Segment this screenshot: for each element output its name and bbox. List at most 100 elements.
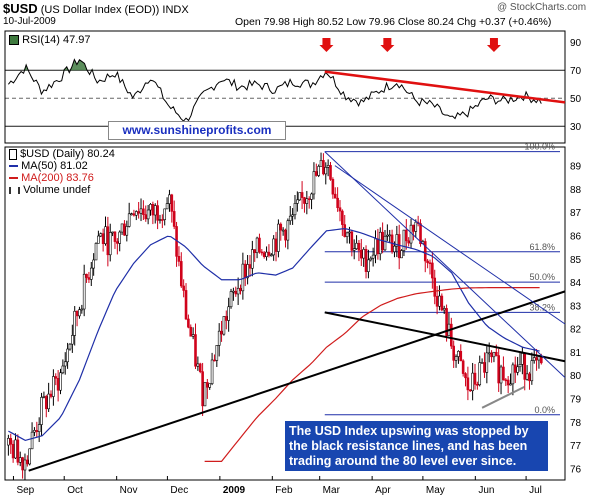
x-tick-label: Nov	[120, 485, 138, 496]
candle-body	[232, 290, 235, 293]
price-tick-label: 79	[570, 394, 582, 405]
rsi-label-text: RSI(14) 47.97	[22, 34, 91, 46]
candle-body	[63, 361, 67, 367]
website-box[interactable]: www.sunshineprofits.com	[108, 121, 286, 140]
website-link[interactable]: www.sunshineprofits.com	[122, 123, 272, 137]
ma50-legend-icon	[9, 165, 18, 168]
price-tick-label: 82	[570, 325, 582, 336]
rsi-red-arrow	[486, 38, 501, 52]
candle-body	[227, 306, 230, 321]
candle-body	[431, 262, 434, 279]
price-tick-label: 84	[570, 278, 582, 289]
candle-body	[490, 352, 493, 358]
candle-body	[267, 251, 271, 256]
candle-body	[203, 382, 207, 407]
candle-body	[300, 192, 304, 198]
candle-body	[296, 199, 299, 204]
ma50-legend-label: MA(50) 81.02	[21, 160, 88, 172]
candle-body	[293, 203, 297, 216]
candle-body	[213, 359, 216, 362]
candle-body	[457, 350, 460, 357]
candle-body	[291, 214, 294, 217]
ma50-line	[8, 228, 540, 442]
rsi-label: RSI(14) 47.97	[9, 34, 91, 46]
candle-body	[324, 166, 328, 175]
x-tick-label: May	[426, 485, 445, 496]
candle-body	[89, 267, 93, 280]
candle-body	[215, 345, 219, 361]
symbol: $USD	[3, 1, 38, 16]
candle-body	[30, 431, 34, 450]
candle-body	[222, 316, 226, 335]
candle-body	[497, 355, 500, 384]
candle-body	[33, 430, 36, 433]
candle-body	[341, 210, 344, 225]
price-tick-label: 81	[570, 348, 582, 359]
x-tick-label: Feb	[275, 485, 293, 496]
candle-body	[367, 259, 370, 272]
candle-body	[386, 234, 389, 237]
candle-body	[7, 438, 10, 446]
ma200-legend-icon	[9, 177, 18, 180]
candle-body	[305, 198, 309, 204]
candle-body	[360, 249, 363, 259]
candle-body	[106, 226, 110, 256]
price-tick-label: 77	[570, 441, 582, 452]
candle-body	[388, 234, 392, 237]
candle-body	[201, 371, 204, 407]
candle-body	[165, 203, 169, 210]
candle-icon	[9, 148, 17, 160]
candle-body	[206, 382, 209, 388]
candle-body	[28, 448, 32, 465]
candle-body	[9, 438, 13, 445]
x-tick-label: Jun	[478, 485, 494, 496]
candle-body	[521, 353, 524, 365]
price-tick-label: 88	[570, 185, 582, 196]
candle-body	[310, 193, 313, 200]
candle-body	[258, 237, 261, 253]
channel-line-upper	[324, 151, 566, 378]
candle-body	[191, 334, 195, 337]
candle-body	[378, 231, 382, 255]
header-title: $USD (US Dollar Index (EOD)) INDX	[3, 1, 189, 16]
candle-body	[532, 357, 536, 361]
candle-body	[56, 377, 60, 391]
candle-body	[125, 226, 129, 236]
candle-body	[241, 263, 245, 292]
candle-body	[120, 223, 124, 233]
candle-body	[355, 242, 358, 250]
candle-body	[123, 223, 126, 236]
candle-body	[224, 316, 228, 321]
candle-body	[127, 213, 131, 227]
candle-body	[492, 351, 496, 358]
candle-body	[236, 287, 240, 295]
candle-body	[66, 348, 69, 363]
candle-body	[144, 214, 148, 220]
price-layer: 100.0% 61.8% 50.0% 38.2% 0.0%	[7, 142, 560, 481]
candle-body	[85, 273, 88, 278]
channel-line-lower	[334, 165, 566, 325]
candle-body	[483, 362, 486, 373]
candle-body	[198, 363, 202, 372]
candle-body	[146, 209, 150, 220]
candle-body	[92, 259, 95, 269]
candle-body	[61, 365, 65, 374]
volume-legend-label: Volume undef	[23, 184, 91, 196]
candle-body	[217, 330, 221, 346]
candle-body	[182, 285, 185, 291]
candle-body	[435, 296, 439, 307]
x-tick-label: Dec	[170, 485, 188, 496]
candle-body	[47, 393, 50, 410]
header-date: 10-Jul-2009	[3, 16, 56, 27]
candle-body	[101, 233, 105, 245]
candle-body	[118, 231, 122, 244]
candle-body	[343, 224, 347, 237]
price-tick-label: 89	[570, 162, 582, 173]
candle-body	[345, 232, 349, 237]
candle-body	[149, 204, 152, 211]
candle-body	[113, 231, 117, 242]
candle-body	[452, 345, 455, 361]
candle-body	[376, 238, 380, 255]
candle-body	[87, 277, 91, 280]
